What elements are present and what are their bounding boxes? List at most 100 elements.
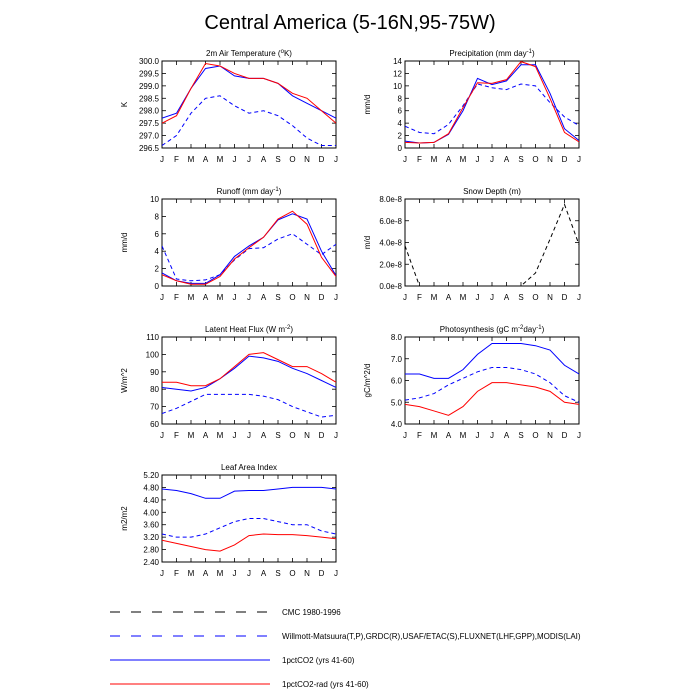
x-tick-label: N [304, 155, 310, 164]
x-tick-label: N [547, 431, 553, 440]
y-tick-label: 2.80 [143, 546, 159, 555]
y-tick-label: 296.5 [139, 144, 160, 153]
x-tick-label: J [577, 293, 581, 302]
x-tick-label: D [562, 431, 568, 440]
y-tick-label: 4.0 [391, 420, 403, 429]
x-tick-label: M [431, 293, 438, 302]
series-line-observed [405, 83, 579, 135]
x-tick-label: J [247, 431, 251, 440]
y-tick-label: 0 [155, 282, 160, 291]
chart-panel-3: Runoff (mm day-1)J F M A M J J A S O N D J0246810mm/… [120, 187, 338, 302]
y-axis-label: mm/d [120, 233, 129, 253]
y-axis-label: K [120, 101, 129, 107]
y-tick-label: 14 [393, 57, 402, 66]
y-tick-label: 12 [393, 69, 402, 78]
y-tick-label: 6.0 [391, 377, 403, 386]
x-tick-label: D [319, 293, 325, 302]
x-tick-label: A [203, 155, 209, 164]
x-tick-label: F [417, 293, 422, 302]
y-axis-label: m2/m2 [120, 506, 129, 531]
series-line-1pctco2 [162, 65, 336, 119]
x-tick-label: M [217, 293, 224, 302]
plot-frame [404, 198, 580, 287]
x-tick-label: D [319, 569, 325, 578]
y-axis-label: gC/m^2/d [363, 364, 372, 398]
y-tick-label: 7.0 [391, 355, 403, 364]
x-tick-label: N [304, 569, 310, 578]
panel-title: Photosynthesis (gC m-2day-1) [440, 325, 545, 334]
x-tick-label: N [304, 431, 310, 440]
plot-frame [404, 336, 580, 425]
y-tick-label: 3.60 [143, 521, 159, 530]
x-tick-label: N [547, 155, 553, 164]
x-tick-label: J [476, 155, 480, 164]
x-tick-label: J [334, 569, 338, 578]
y-tick-label: 10 [393, 82, 402, 91]
x-tick-label: J [577, 155, 581, 164]
x-tick-label: J [160, 431, 164, 440]
page-title: Central America (5-16N,95-75W) [204, 12, 495, 34]
x-tick-label: J [403, 293, 407, 302]
x-tick-label: M [460, 431, 467, 440]
y-tick-label: 70 [150, 403, 159, 412]
y-tick-label: 6 [155, 230, 160, 239]
plot-frame [161, 474, 337, 563]
x-tick-label: F [174, 431, 179, 440]
x-tick-label: S [518, 155, 523, 164]
x-tick-label: M [217, 155, 224, 164]
x-tick-label: J [160, 569, 164, 578]
x-tick-label: D [562, 293, 568, 302]
y-tick-label: 0 [398, 144, 403, 153]
series-line-1pctco2 [405, 343, 579, 379]
x-tick-label: J [490, 155, 494, 164]
series-line-observed [162, 518, 336, 538]
y-tick-label: 2.0e-8 [379, 260, 402, 269]
series-line-1pctco2-rad [405, 382, 579, 416]
panel-title: Snow Depth (m) [463, 187, 521, 196]
x-tick-label: M [460, 293, 467, 302]
legend-label-4: 1pctCO2-rad (yrs 41-60) [282, 680, 369, 689]
x-tick-label: A [446, 155, 452, 164]
legend-label-1: CMC 1980-1996 [282, 608, 341, 617]
x-tick-label: S [518, 293, 523, 302]
x-tick-label: J [247, 155, 251, 164]
x-tick-label: F [174, 293, 179, 302]
y-tick-label: 8.0e-8 [379, 195, 402, 204]
x-tick-label: S [275, 569, 280, 578]
x-tick-label: J [403, 431, 407, 440]
y-tick-label: 6 [398, 107, 403, 116]
legend: CMC 1980-1996 Willmott-Matsuura(T,P),GRDC… [110, 608, 581, 689]
x-tick-label: J [247, 293, 251, 302]
plot-frame [161, 336, 337, 425]
y-axis-label: mm/d [363, 95, 372, 115]
x-tick-label: M [217, 569, 224, 578]
x-tick-label: D [319, 431, 325, 440]
y-tick-label: 3.20 [143, 533, 159, 542]
x-tick-label: S [275, 293, 280, 302]
x-tick-label: O [289, 155, 295, 164]
chart-panel-6: Photosynthesis (gC m-2day-1)J F M A M J J A S O N D… [363, 325, 581, 440]
x-tick-label: S [275, 155, 280, 164]
series-line-observed [405, 366, 579, 403]
x-tick-label: O [532, 431, 538, 440]
y-tick-label: 298.0 [139, 107, 160, 116]
series-line-cmc [405, 203, 579, 286]
y-tick-label: 297.0 [139, 132, 160, 141]
chart-panel-2: Precipitation (mm day-1)J F M A M J J A S O N D J024… [363, 49, 581, 164]
chart-panel-5: Latent Heat Flux (W m-2)J F M A M J J A S O N D J607… [120, 325, 338, 440]
x-tick-label: D [319, 155, 325, 164]
x-tick-label: J [334, 293, 338, 302]
x-tick-label: M [188, 431, 195, 440]
x-tick-label: M [431, 431, 438, 440]
x-tick-label: O [289, 293, 295, 302]
x-tick-label: J [476, 293, 480, 302]
x-tick-label: J [233, 293, 237, 302]
y-tick-label: 60 [150, 420, 159, 429]
x-tick-label: J [334, 155, 338, 164]
plot-frame [161, 198, 337, 287]
series-line-1pctco2 [162, 486, 336, 499]
x-tick-label: J [160, 293, 164, 302]
x-tick-label: J [247, 569, 251, 578]
